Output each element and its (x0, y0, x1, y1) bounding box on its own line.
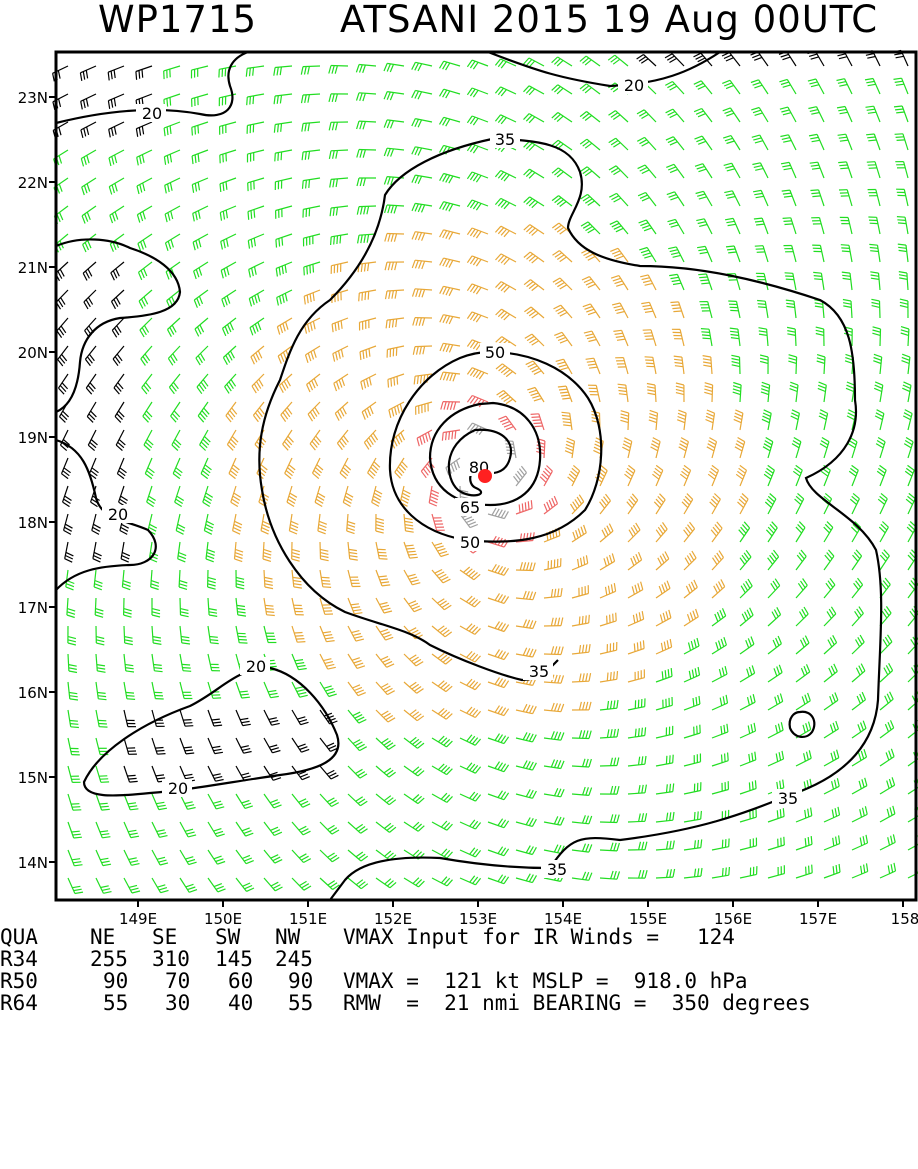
contour-label: 20 (142, 104, 162, 123)
lat-label: 14N (18, 854, 48, 872)
row-value-nw: 245 (275, 948, 313, 970)
row-value-ne: 55 (103, 992, 128, 1014)
row-value-ne: 90 (103, 970, 128, 992)
lon-label: 157E (799, 910, 837, 926)
header-ne: NE (90, 926, 115, 948)
contour-label: 20 (108, 505, 128, 524)
contour-label: 35 (778, 789, 798, 808)
contour-label: 20 (168, 779, 188, 798)
storm-info-panel: QUA NE SE SW NW VMAX Input for IR Winds … (0, 926, 918, 1014)
contour-label: 35 (529, 662, 549, 681)
row-label: R64 (0, 992, 38, 1014)
row-value-ne: 255 (90, 948, 128, 970)
contour-label: 20 (624, 76, 644, 95)
row-value-sw: 145 (215, 948, 253, 970)
lon-label: 151E (289, 910, 327, 926)
lat-label: 20N (18, 344, 48, 362)
lon-label: 156E (714, 910, 752, 926)
contour-label: 50 (485, 343, 505, 362)
header-qua: QUA (0, 926, 38, 948)
rmw-bearing-line: RMW = 21 nmi BEARING = 350 degrees (343, 992, 811, 1014)
lon-label: 154E (544, 910, 582, 926)
row-value-se: 30 (165, 992, 190, 1014)
latitude-axis: 23N 22N 21N 20N 19N 18N 17N 16N 15N 14N (18, 89, 48, 872)
header-nw: NW (275, 926, 300, 948)
ir-vmax-line: VMAX Input for IR Winds = 124 (343, 926, 735, 948)
lon-label: 153E (459, 910, 497, 926)
row-value-nw: 55 (288, 992, 313, 1014)
table-header-row: QUA NE SE SW NW VMAX Input for IR Winds … (0, 926, 51, 948)
header-sw: SW (215, 926, 240, 948)
lat-label: 22N (18, 174, 48, 192)
row-value-sw: 60 (228, 970, 253, 992)
contour-label: 35 (547, 860, 567, 879)
longitude-axis: 149E 150E 151E 152E 153E 154E 155E 156E … (119, 910, 918, 926)
lon-label: 150E (204, 910, 242, 926)
vmax-mslp-line: VMAX = 121 kt MSLP = 918.0 hPa (343, 970, 748, 992)
wind-map: 20 20 20 20 20 35 35 35 35 50 50 65 80 2… (0, 0, 918, 926)
row-value-se: 70 (165, 970, 190, 992)
lat-label: 18N (18, 514, 48, 532)
contour-label: 35 (495, 130, 515, 149)
header-se: SE (152, 926, 177, 948)
contour-label: 65 (460, 498, 480, 517)
table-row: R50 90 70 60 90 VMAX = 121 kt MSLP = 918… (0, 970, 51, 992)
lon-label: 158 (891, 910, 918, 926)
table-row: R34 255 310 145 245 (0, 948, 51, 970)
row-value-nw: 90 (288, 970, 313, 992)
lat-label: 15N (18, 769, 48, 787)
lat-label: 16N (18, 684, 48, 702)
lon-label: 152E (374, 910, 412, 926)
row-label: R50 (0, 970, 38, 992)
lat-label: 23N (18, 89, 48, 107)
lat-label: 19N (18, 429, 48, 447)
contour-label: 20 (246, 657, 266, 676)
lat-label: 21N (18, 259, 48, 277)
table-row: R64 55 30 40 55 RMW = 21 nmi BEARING = 3… (0, 992, 51, 1014)
contour-label: 50 (460, 533, 480, 552)
lon-label: 149E (119, 910, 157, 926)
storm-center-marker (478, 469, 492, 483)
lon-label: 155E (629, 910, 667, 926)
row-label: R34 (0, 948, 38, 970)
row-value-se: 310 (152, 948, 190, 970)
row-value-sw: 40 (228, 992, 253, 1014)
lat-label: 17N (18, 599, 48, 617)
